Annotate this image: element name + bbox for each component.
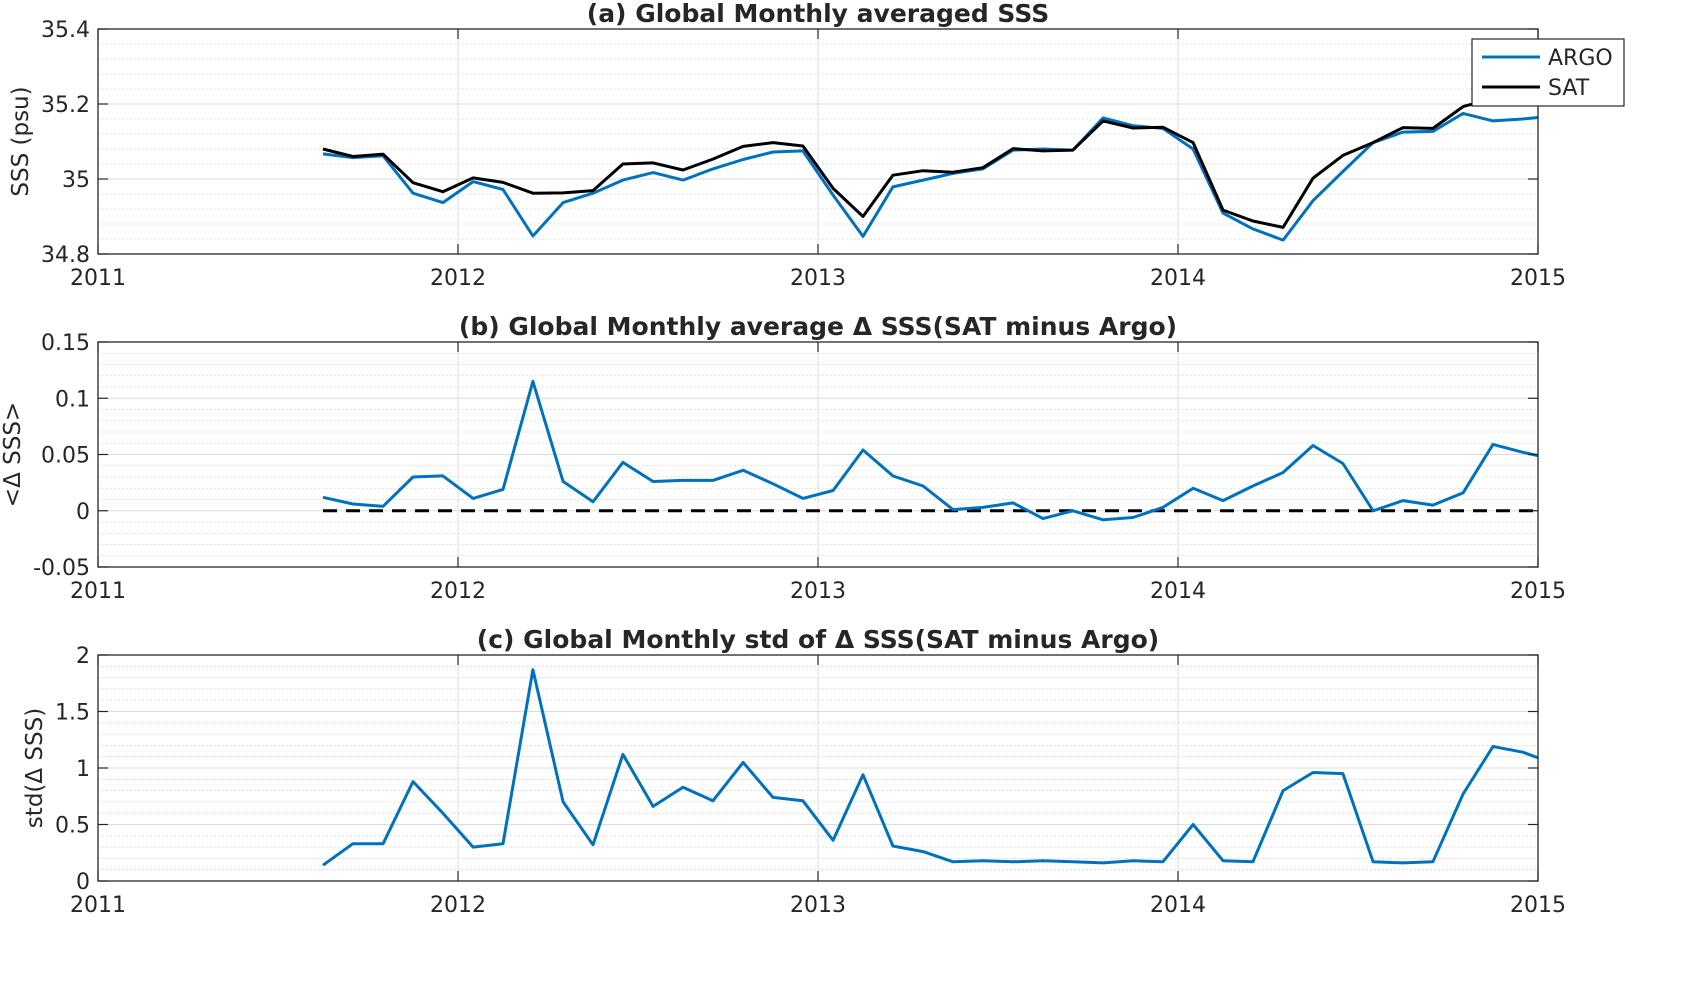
panel-b: -0.05 0 0.05 0.1 0.15 2011 2012 2013 2014 2015 (b… bbox=[0, 312, 1566, 604]
x-tick-label: 2013 bbox=[790, 266, 846, 291]
y-tick-label: 35 bbox=[62, 168, 90, 193]
series-line-series-0 bbox=[322, 379, 1539, 522]
y-tick-label: 2 bbox=[76, 644, 90, 669]
chart-title: (c) Global Monthly std of Δ SSS(SAT minu… bbox=[477, 625, 1159, 654]
chart-title: (a) Global Monthly averaged SSS bbox=[587, 0, 1049, 28]
series-line-argo bbox=[322, 111, 1539, 242]
y-tick-label: 0 bbox=[76, 870, 90, 895]
x-tick-label: 2012 bbox=[430, 579, 486, 604]
x-tick-label: 2014 bbox=[1150, 266, 1206, 291]
x-tick-label: 2012 bbox=[430, 266, 486, 291]
x-tick-label: 2015 bbox=[1510, 893, 1566, 918]
chart-title: (b) Global Monthly average Δ SSS(SAT min… bbox=[459, 312, 1177, 341]
legend-label-argo: ARGO bbox=[1548, 46, 1613, 71]
y-tick-label: 34.8 bbox=[41, 243, 90, 268]
y-tick-label: 1 bbox=[76, 757, 90, 782]
y-axis-label: std(Δ SSS) bbox=[22, 708, 48, 828]
y-tick-label: 1.5 bbox=[55, 701, 90, 726]
x-tick-label: 2012 bbox=[430, 893, 486, 918]
legend-box bbox=[1471, 38, 1625, 107]
x-tick-label: 2011 bbox=[70, 266, 126, 291]
y-tick-label: 0.5 bbox=[55, 814, 90, 839]
y-tick-label: -0.05 bbox=[33, 556, 90, 581]
legend: ARGO SAT bbox=[1471, 38, 1625, 107]
legend-label-sat: SAT bbox=[1548, 76, 1590, 101]
y-tick-label: 0.1 bbox=[55, 387, 90, 412]
y-axis-label: <Δ SSS> bbox=[0, 402, 26, 507]
x-tick-label: 2014 bbox=[1150, 893, 1206, 918]
y-tick-label: 0.05 bbox=[41, 444, 90, 469]
x-tick-label: 2014 bbox=[1150, 579, 1206, 604]
y-tick-label: 0 bbox=[76, 500, 90, 525]
y-tick-label: 35.4 bbox=[41, 18, 90, 43]
x-tick-label: 2015 bbox=[1510, 579, 1566, 604]
x-tick-label: 2015 bbox=[1510, 266, 1566, 291]
panel-c: 0 0.5 1 1.5 2 2011 2012 2013 2014 2015 (c) Global… bbox=[22, 625, 1566, 918]
panel-a: 34.8 35 35.2 35.4 2011 2012 2013 2014 2015 (a) G… bbox=[8, 0, 1625, 291]
y-axis-label: SSS (psu) bbox=[8, 86, 34, 196]
y-tick-label: 35.2 bbox=[41, 93, 90, 118]
x-tick-label: 2011 bbox=[70, 579, 126, 604]
series-line-sat bbox=[322, 96, 1538, 229]
x-tick-label: 2013 bbox=[790, 579, 846, 604]
series-line-series-0 bbox=[322, 668, 1539, 867]
x-tick-label: 2011 bbox=[70, 893, 126, 918]
y-tick-label: 0.15 bbox=[41, 331, 90, 356]
x-tick-label: 2013 bbox=[790, 893, 846, 918]
